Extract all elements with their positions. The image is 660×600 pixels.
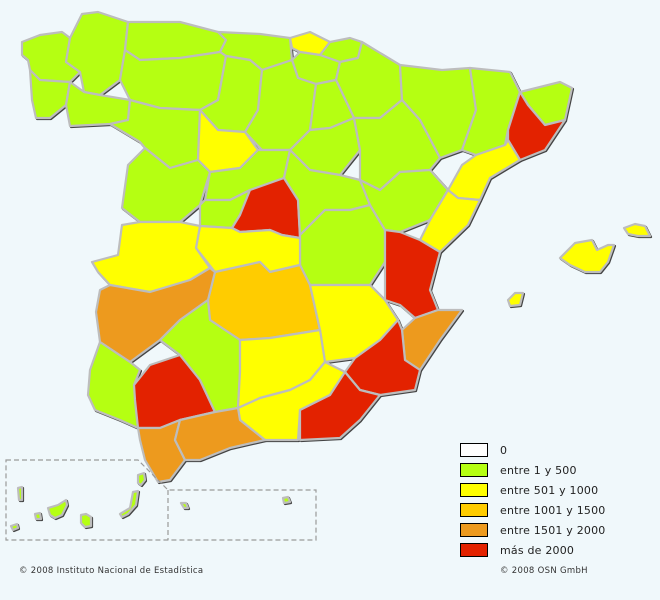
province-toledo[interactable] [194,224,302,274]
province-a-coruna[interactable] [20,30,82,84]
island-mallorca[interactable] [558,238,616,274]
map-legend: 0 entre 1 y 500 entre 501 y 1000 entre 1… [460,440,606,560]
island-la-palma[interactable] [16,485,24,502]
canary-inset-border [5,459,317,541]
ceuta[interactable] [179,501,190,510]
province-tarragona[interactable] [446,138,522,202]
island-gran-canaria[interactable] [79,512,93,529]
legend-item-1-500: entre 1 y 500 [460,460,606,480]
island-fuerteventura[interactable] [118,489,140,519]
legend-label: entre 1501 y 2000 [500,523,606,537]
province-alicante[interactable] [400,308,464,372]
island-menorca[interactable] [622,222,652,238]
province-pontevedra[interactable] [28,68,72,120]
legend-label: entre 1001 y 1500 [500,503,606,517]
osn-copyright: © 2008 OSN GmbH [500,566,588,576]
province-ciudad-real[interactable] [206,260,322,342]
island-la-gomera[interactable] [33,511,43,521]
province-malaga[interactable] [173,406,267,462]
province-cadiz[interactable] [136,418,187,484]
legend-label: entre 501 y 1000 [500,483,599,497]
province-barcelona[interactable] [506,90,567,162]
island-el-hierro[interactable] [9,522,20,532]
legend-swatch [460,523,488,537]
island-tenerife[interactable] [46,498,69,520]
ine-copyright: © 2008 Instituto Nacional de Estadística [19,566,204,576]
melilla[interactable] [281,495,292,505]
island-lanzarote[interactable] [136,471,147,487]
legend-swatch [460,543,488,557]
legend-item-501-1000: entre 501 y 1000 [460,480,606,500]
legend-item-zero: 0 [460,440,606,460]
province-lugo[interactable] [64,10,130,97]
legend-swatch [460,503,488,517]
legend-label: más de 2000 [500,543,575,557]
island-ibiza[interactable] [506,291,525,308]
legend-item-over-2000: más de 2000 [460,540,606,560]
legend-swatch [460,443,488,457]
legend-swatch [460,483,488,497]
province-almeria[interactable] [298,370,382,442]
balearic-islands [506,222,652,308]
mainland-provinces [20,10,574,484]
province-salamanca[interactable] [120,146,212,224]
legend-label: 0 [500,443,508,457]
legend-item-1501-2000: entre 1501 y 2000 [460,520,606,540]
legend-label: entre 1 y 500 [500,463,577,477]
legend-swatch [460,463,488,477]
canary-islands [9,471,292,532]
legend-item-1001-1500: entre 1001 y 1500 [460,500,606,520]
